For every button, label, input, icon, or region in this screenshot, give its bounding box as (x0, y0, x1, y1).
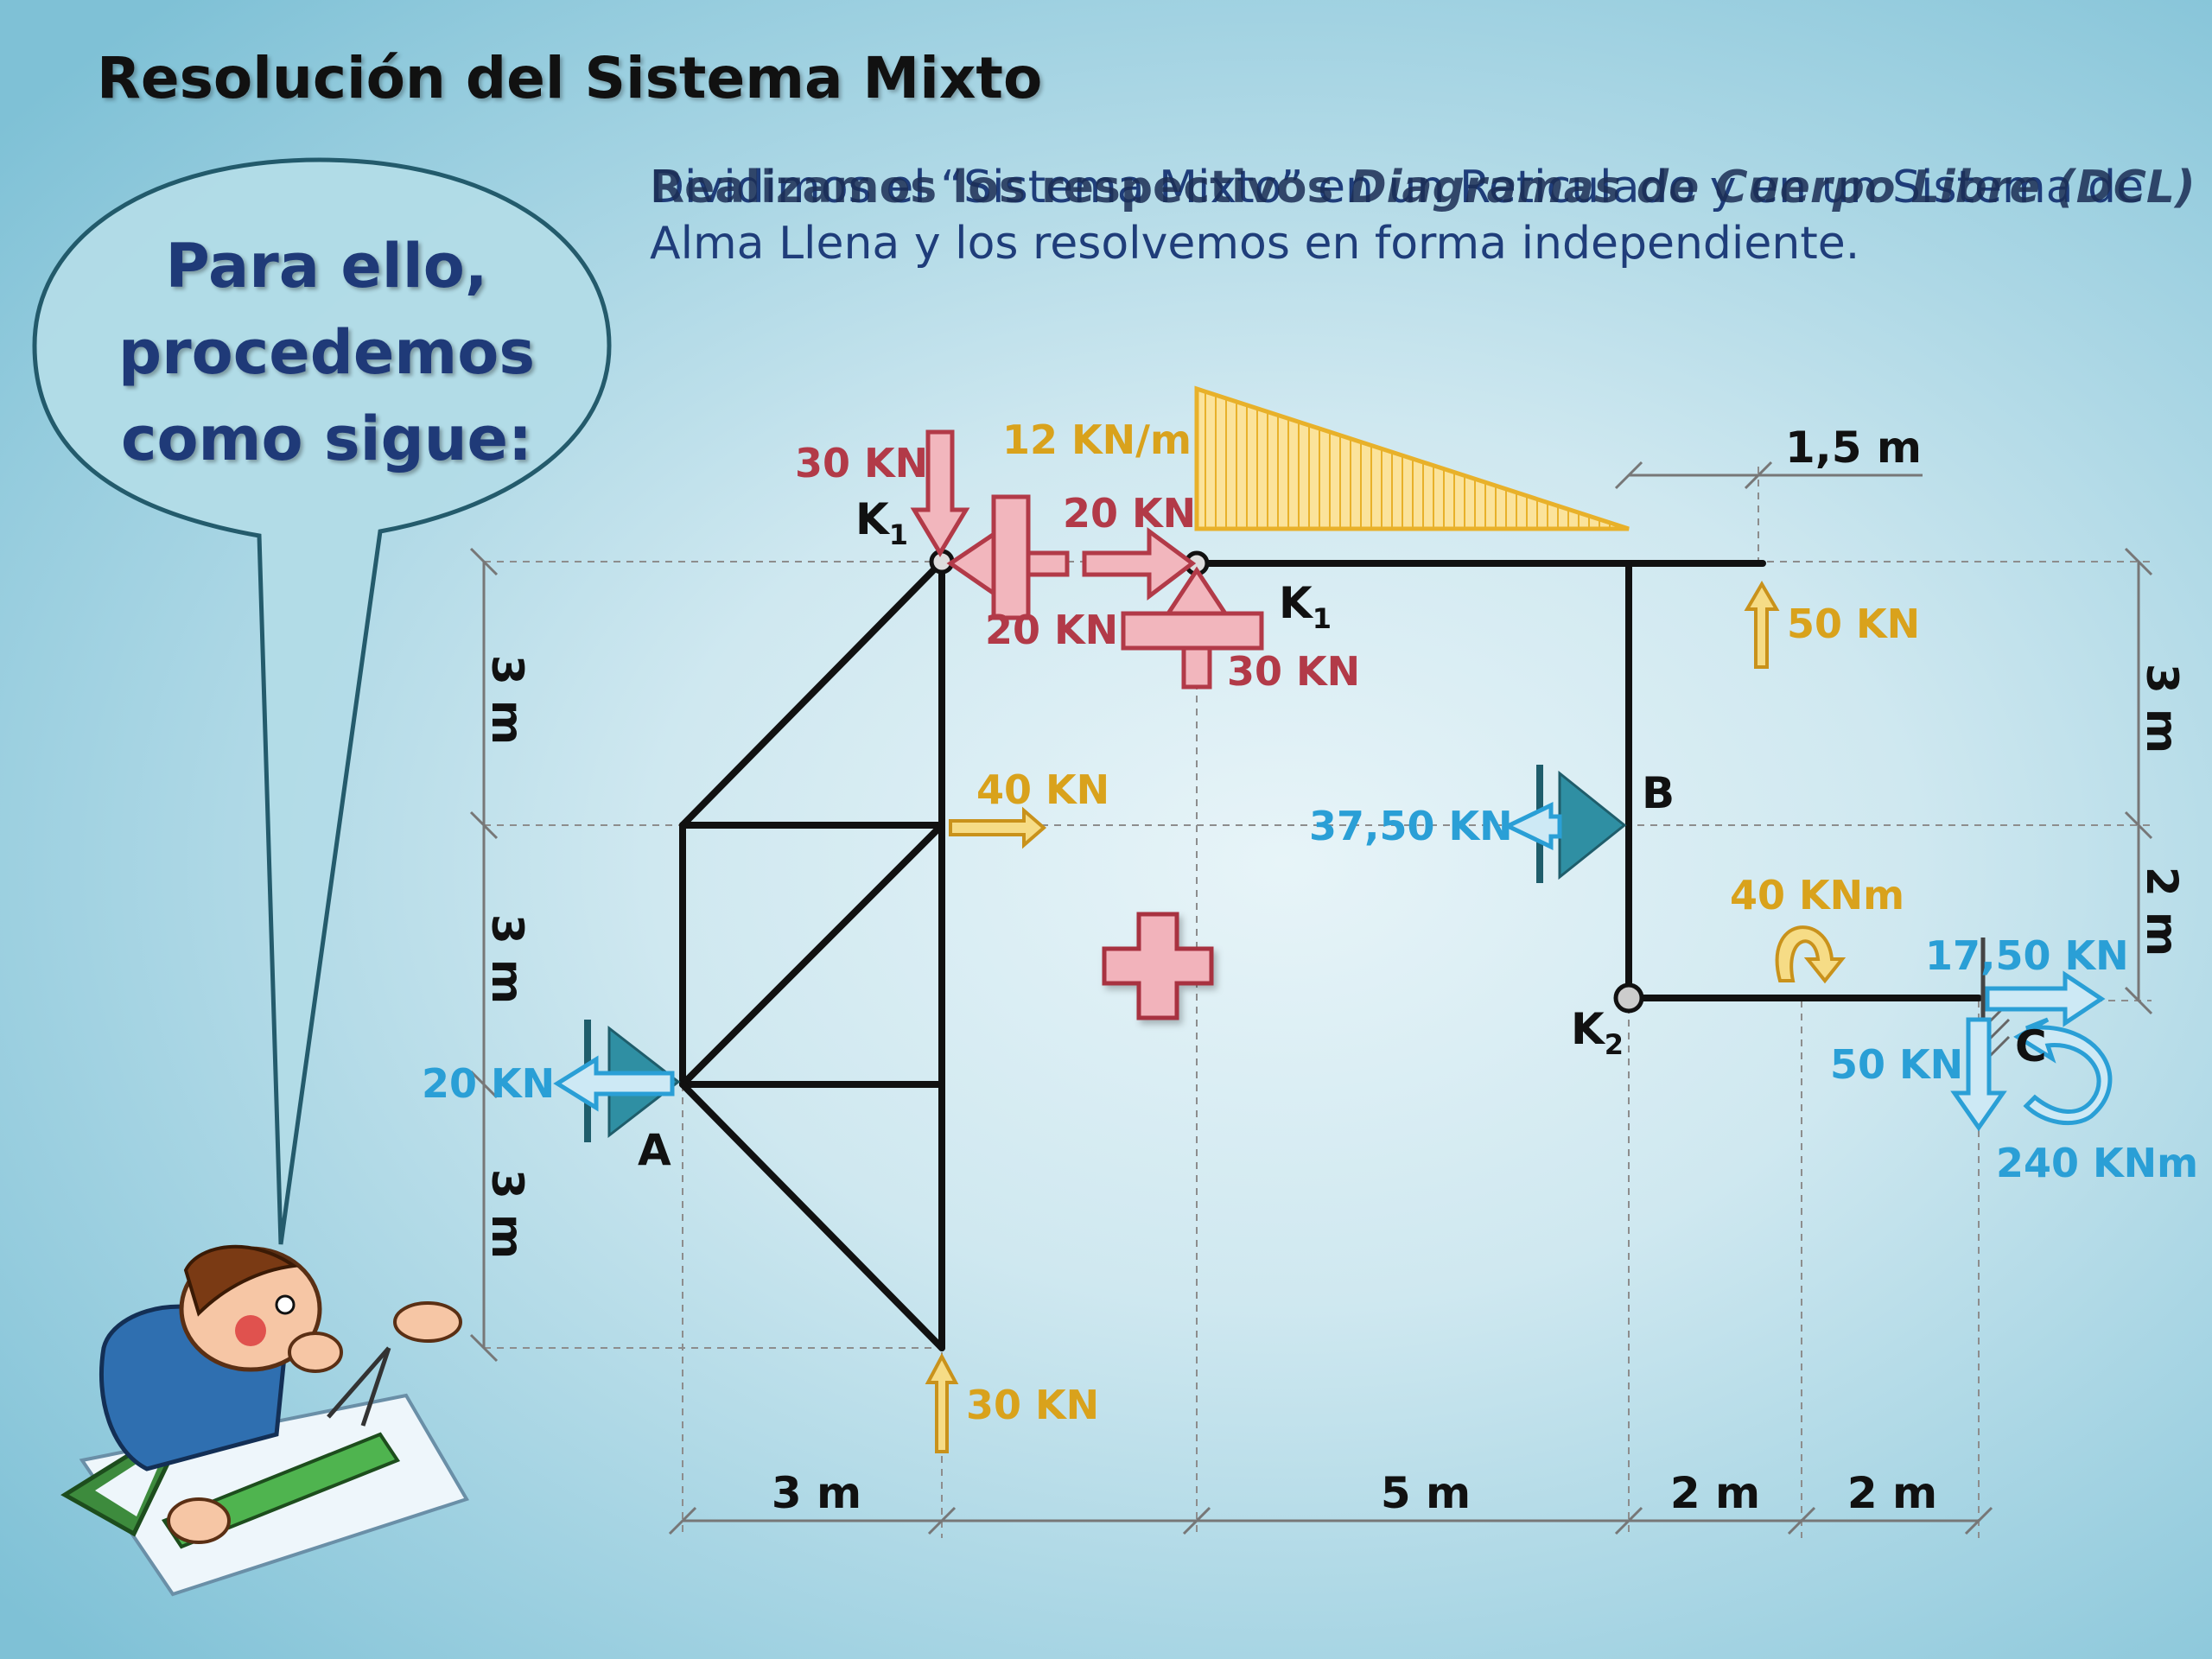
arrow-reaction-c-down (1950, 1017, 2007, 1132)
arrow-k1-right-horizontal (1082, 527, 1197, 601)
dim-overhang: 1,5 m (1785, 423, 1922, 473)
frame (1193, 560, 1982, 1001)
dim-bottom-k2: 2 m (1670, 1468, 1760, 1518)
moment-reaction-c-icon (2013, 1017, 2113, 1126)
node-c: C (2015, 1021, 2047, 1071)
intro-text-layer: Dividimos el “Sistema Mixto” en un Retic… (650, 160, 2196, 298)
hinge-k2 (1613, 982, 1644, 1014)
label-truss-horizontal: 40 KN (976, 766, 1109, 813)
dim-right-bottom: 2 m (2137, 867, 2187, 957)
dim-left-top: 3 m (482, 655, 532, 745)
label-truss-bottom-vertical: 30 KN (966, 1382, 1099, 1428)
speech-bubble-text: Para ello, procedemos como sigue: (76, 223, 577, 482)
dim-right-top: 3 m (2137, 664, 2187, 753)
page-title: Resolución del Sistema Mixto (97, 45, 1043, 111)
node-b: B (1642, 768, 1675, 818)
intro-paragraph: Dividimos el “Sistema Mixto” en un Retic… (650, 162, 2144, 270)
label-moment-applied: 40 KNm (1730, 872, 1904, 918)
label-reaction-a: 20 KN (422, 1060, 555, 1107)
arrow-truss-horizontal (949, 806, 1047, 849)
plus-icon (1102, 912, 1214, 1020)
speech-bubble (32, 157, 612, 1245)
distributed-load: 12 KN/m (1002, 385, 1630, 531)
k1-forces (910, 429, 1264, 690)
bubble-line-3: como sigue: (120, 404, 533, 475)
hinges (929, 549, 1644, 1014)
label-distributed: 12 KN/m (1002, 416, 1192, 463)
overlay-emphasis: Diagramas de Cuerpo Libre (DCL) (1349, 162, 2196, 213)
hinge-k1-left (929, 549, 955, 575)
node-k2: K2 (1571, 1004, 1624, 1061)
dim-left-mid: 3 m (482, 914, 532, 1004)
label-reaction-c-moment: 240 KNm (1996, 1140, 2198, 1186)
dim-bottom-truss: 3 m (772, 1468, 861, 1518)
label-beam-tip-vertical: 50 KN (1787, 601, 1920, 647)
arrow-k1-left-down (910, 429, 970, 557)
arrow-truss-bottom-up (925, 1352, 959, 1453)
node-k1-left: K1 (855, 494, 908, 551)
overlay-prefix: Realizamos los respectivos (650, 162, 1350, 213)
arrow-reaction-c-horizontal (1985, 970, 2106, 1027)
arrow-reaction-a (553, 1055, 675, 1112)
bubble-line-1: Para ello, (165, 231, 488, 302)
label-reaction-c-horizontal: 17,50 KN (1925, 932, 2129, 979)
blue-reactions (553, 802, 2113, 1132)
arrow-beam-tip-up (1744, 581, 1780, 669)
dim-bottom-c: 2 m (1847, 1468, 1937, 1518)
label-k1-right-horizontal: 20 KN (1063, 490, 1196, 537)
label-k1-left-vertical: 30 KN (795, 440, 928, 486)
label-k1-left-horizontal: 20 KN (985, 607, 1118, 653)
gold-loads (925, 581, 1847, 1453)
label-reaction-c-vertical: 50 KN (1830, 1041, 1963, 1088)
dim-bottom-span: 5 m (1381, 1468, 1471, 1518)
red-cross-k1-right-h (1121, 611, 1264, 651)
overlay-paragraph: Realizamos los respectivos Diagramas de … (650, 160, 2196, 216)
node-k1-right: K1 (1279, 578, 1332, 635)
dimension-lines (469, 461, 2153, 1535)
bubble-line-2: procedemos (118, 317, 535, 389)
label-k1-right-vertical: 30 KN (1227, 648, 1360, 695)
dim-left-bottom: 3 m (482, 1169, 532, 1259)
label-reaction-b: 37,50 KN (1309, 803, 1513, 849)
moment-applied-icon (1775, 925, 1847, 984)
truss (679, 558, 945, 1351)
engineer-illustration (60, 1244, 469, 1597)
red-cross-k1-left-v (991, 494, 1031, 620)
arrow-reaction-b (1503, 802, 1562, 850)
node-a: A (638, 1125, 671, 1175)
